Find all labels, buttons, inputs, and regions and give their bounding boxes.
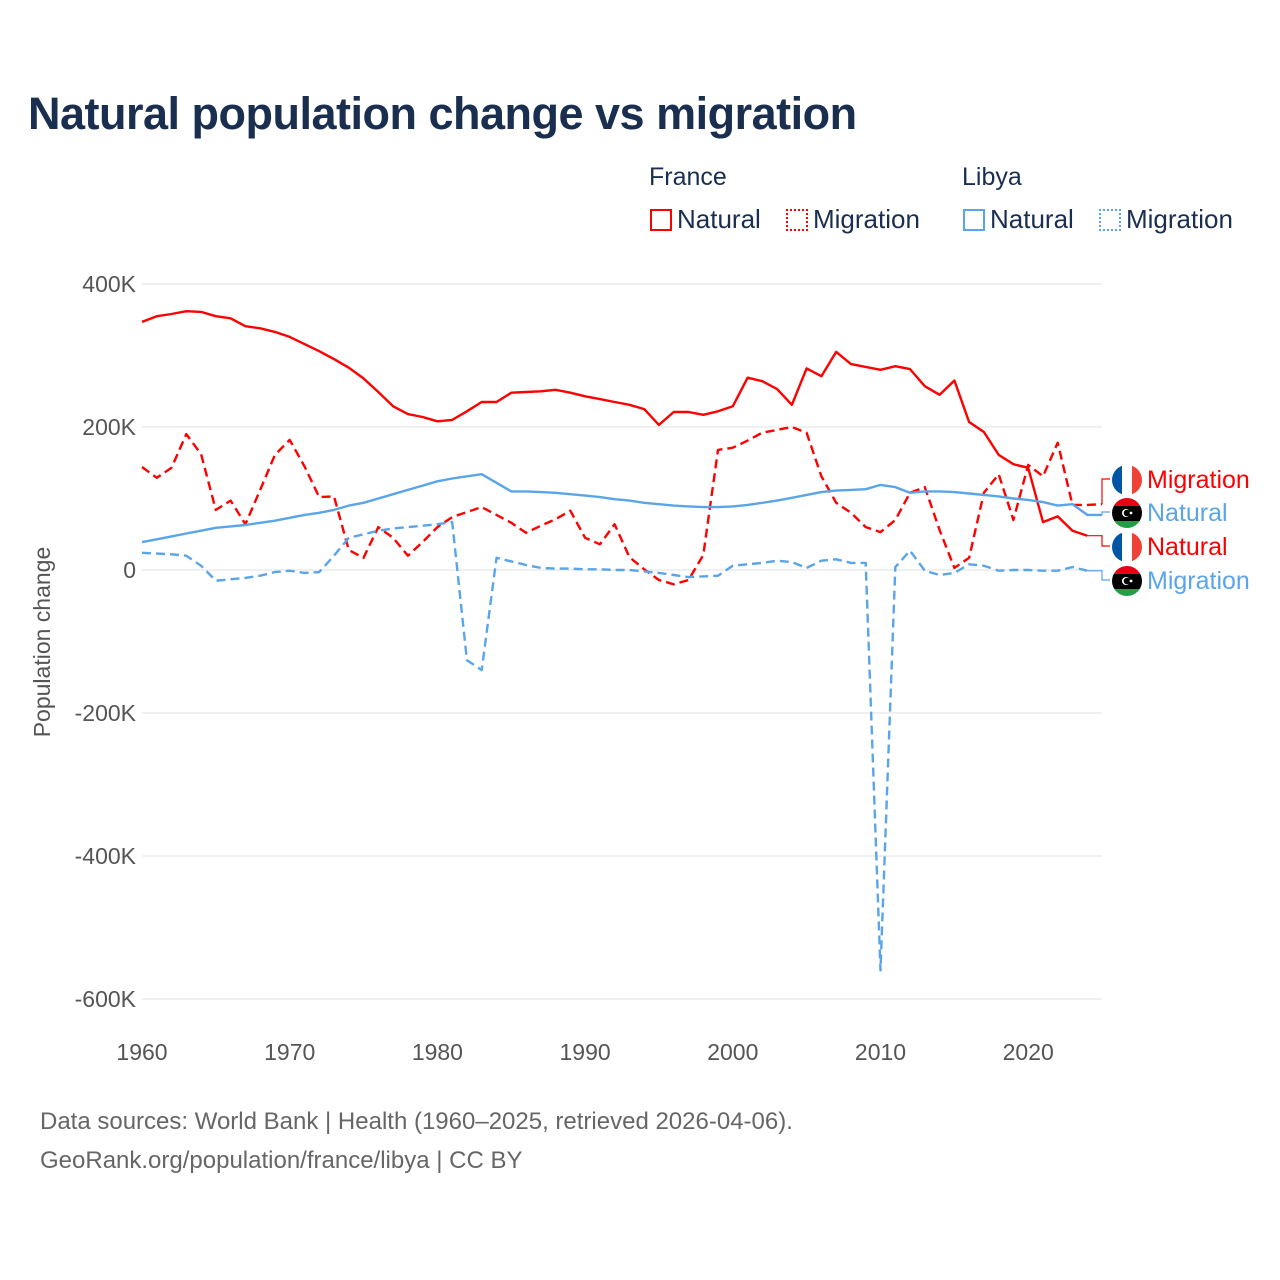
legend-libya-migration[interactable]: Migration xyxy=(1099,204,1233,235)
libya-flag-icon xyxy=(1112,498,1142,528)
series-line-libya-migration[interactable] xyxy=(141,520,1088,972)
end-label: Natural xyxy=(1147,499,1228,527)
legend-label: Natural xyxy=(677,204,761,234)
y-tick-label: 0 xyxy=(123,557,136,583)
legend-group-france: France xyxy=(649,163,727,191)
y-tick-label: -400K xyxy=(75,843,137,869)
end-label: Natural xyxy=(1147,533,1228,561)
y-tick-label: 400K xyxy=(82,271,136,297)
legend-swatch-dotted xyxy=(1099,208,1121,231)
series-line-libya-natural[interactable] xyxy=(141,473,1102,544)
leader-line xyxy=(1087,570,1110,581)
x-tick-label: 2000 xyxy=(707,1039,758,1065)
end-label: Migration xyxy=(1147,466,1250,494)
legend-france-migration[interactable]: Migration xyxy=(786,204,920,235)
chart-title: Natural population change vs migration xyxy=(28,88,857,139)
leader-line xyxy=(1101,478,1110,505)
footer-link[interactable]: GeoRank.org/population/france/libya | CC… xyxy=(40,1147,523,1174)
y-axis-label: Population change xyxy=(29,547,55,738)
series-lines xyxy=(141,310,1103,972)
x-tick-label: 1960 xyxy=(116,1039,167,1065)
legend-label: Natural xyxy=(990,204,1074,234)
legend-label: Migration xyxy=(813,204,920,234)
x-tick-label: 1990 xyxy=(560,1039,611,1065)
france-flag-icon xyxy=(1112,532,1142,562)
footer-sources: Data sources: World Bank | Health (1960–… xyxy=(40,1108,793,1135)
legend-libya-natural[interactable]: Natural xyxy=(963,204,1074,235)
y-tick-label: -200K xyxy=(75,700,137,726)
series-line-france-natural[interactable] xyxy=(141,310,1088,537)
legend-swatch-solid xyxy=(963,208,985,231)
leader-line xyxy=(1101,511,1110,516)
x-tick-label: 1970 xyxy=(264,1039,315,1065)
legend-france-natural[interactable]: Natural xyxy=(650,204,761,235)
x-tick-label: 2020 xyxy=(1003,1039,1054,1065)
leader-line xyxy=(1087,535,1110,547)
tick-labels: 400K 200K 0 -200K -400K -600K 1960 1970 1980 1990… xyxy=(75,271,1054,1065)
end-labels: Natural Migration Natural Migration xyxy=(1087,465,1250,596)
y-tick-label: -600K xyxy=(75,986,137,1012)
legend-label: Migration xyxy=(1126,204,1233,234)
series-line-france-migration[interactable] xyxy=(141,425,1103,586)
libya-flag-icon xyxy=(1112,566,1142,596)
legend-group-libya: Libya xyxy=(962,163,1022,191)
end-label: Migration xyxy=(1147,567,1250,595)
x-tick-label: 2010 xyxy=(855,1039,906,1065)
france-flag-icon xyxy=(1112,465,1142,495)
legend-swatch-dotted xyxy=(786,208,808,231)
x-tick-label: 1980 xyxy=(412,1039,463,1065)
legend-swatch-solid xyxy=(650,208,672,231)
y-tick-label: 200K xyxy=(82,414,136,440)
